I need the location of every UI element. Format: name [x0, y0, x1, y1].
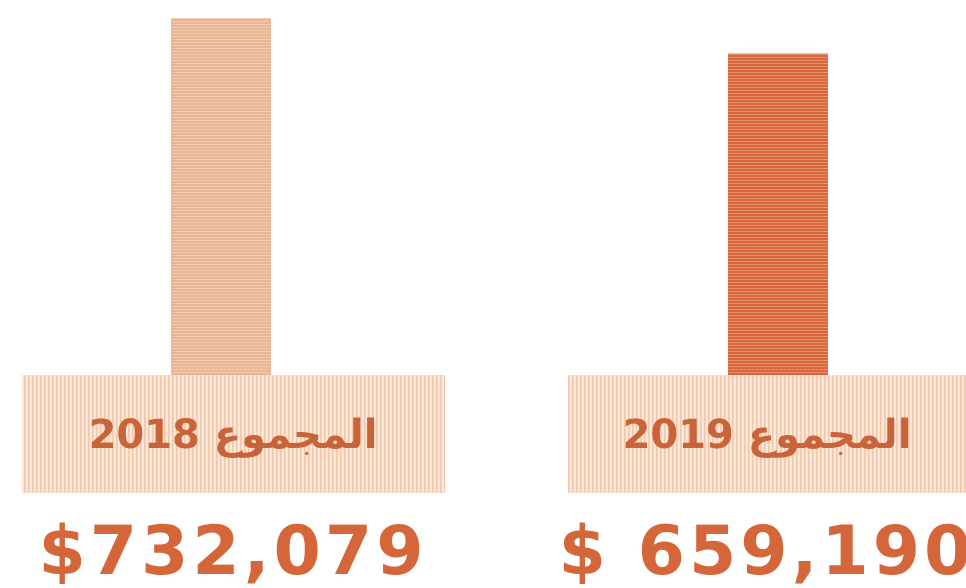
label-box — [22, 375, 445, 493]
value-label: $ 659,190 — [559, 512, 966, 588]
bar-texture — [171, 18, 271, 375]
label-box — [568, 375, 966, 493]
bar-texture — [728, 53, 828, 375]
value-label: $732,079 — [38, 512, 427, 588]
category-label: المجموع 2018 — [89, 412, 378, 458]
category-label: المجموع 2019 — [623, 412, 912, 458]
